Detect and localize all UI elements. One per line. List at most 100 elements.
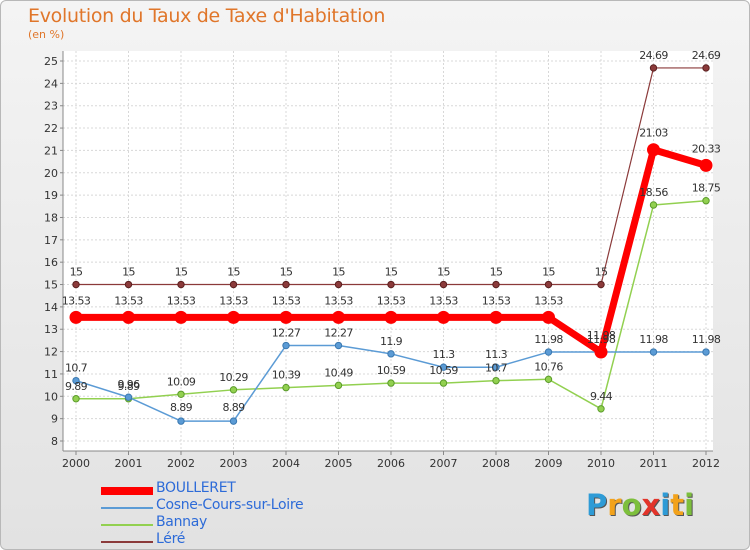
data-point-lere — [492, 280, 500, 289]
data-label-cosne-cours-sur-loire: 11.98 — [587, 333, 616, 346]
data-label-boulleret: 21.03 — [639, 127, 668, 140]
data-label-boulleret: 13.53 — [62, 294, 91, 307]
data-label-lere: 15 — [385, 266, 398, 279]
data-label-bannay: 18.56 — [639, 186, 668, 199]
y-tick-label: 22 — [44, 122, 58, 135]
y-tick-label: 18 — [44, 211, 58, 224]
data-point-bannay — [702, 197, 710, 205]
data-point-cosne-cours-sur-loire — [439, 363, 448, 371]
y-tick-label: 23 — [44, 100, 58, 113]
data-label-lere: 15 — [437, 266, 450, 279]
y-tick-label: 13 — [44, 323, 58, 336]
data-point-bannay — [544, 375, 553, 384]
data-point-cosne-cours-sur-loire — [177, 417, 185, 425]
data-point-bannay — [334, 381, 343, 390]
data-point-bannay — [72, 395, 80, 403]
proxiti-logo: Proxiti — [586, 488, 694, 522]
legend-item: Bannay — [101, 514, 401, 534]
y-tick-label: 19 — [44, 189, 58, 202]
x-tick-label: 2001 — [115, 457, 143, 470]
data-point-lere — [544, 280, 553, 289]
data-point-lere — [439, 280, 448, 289]
x-tick-label: 2002 — [167, 457, 195, 470]
logo-letter: r — [607, 488, 622, 522]
data-label-cosne-cours-sur-loire: 11.98 — [534, 333, 563, 346]
data-point-lere — [72, 280, 80, 289]
data-label-lere: 15 — [175, 266, 188, 279]
x-tick-label: 2010 — [587, 457, 615, 470]
x-tick-label: 2011 — [640, 457, 668, 470]
data-label-lere: 24.69 — [639, 49, 668, 62]
y-tick-label: 25 — [44, 55, 58, 68]
logo-letter: i — [660, 488, 671, 522]
data-label-boulleret: 11.98 — [587, 329, 616, 342]
data-label-boulleret: 13.53 — [534, 294, 563, 307]
legend-swatch — [101, 507, 153, 509]
y-tick-label: 10 — [44, 390, 58, 403]
x-tick-label: 2000 — [62, 457, 90, 470]
logo-letter: t — [670, 488, 685, 522]
y-tick-label: 9 — [51, 413, 58, 426]
x-tick-label: 2004 — [272, 457, 300, 470]
data-label-boulleret: 20.33 — [692, 142, 721, 155]
y-tick-label: 21 — [44, 144, 58, 157]
data-point-boulleret — [174, 310, 188, 324]
data-point-boulleret — [647, 143, 660, 157]
x-tick-label: 2008 — [482, 457, 510, 470]
data-point-boulleret — [122, 310, 135, 324]
data-label-bannay: 10.29 — [219, 371, 248, 384]
data-point-boulleret — [699, 158, 713, 172]
data-label-cosne-cours-sur-loire: 12.27 — [324, 327, 353, 340]
x-tick-label: 2009 — [535, 457, 563, 470]
data-label-cosne-cours-sur-loire: 11.98 — [639, 333, 668, 346]
data-label-bannay: 10.76 — [534, 360, 563, 373]
data-point-boulleret — [384, 310, 398, 324]
data-point-bannay — [439, 379, 448, 387]
data-point-cosne-cours-sur-loire — [492, 363, 500, 371]
x-tick-label: 2007 — [430, 457, 458, 470]
data-label-boulleret: 13.53 — [429, 294, 458, 307]
x-tick-label: 2005 — [325, 457, 353, 470]
data-point-cosne-cours-sur-loire — [334, 341, 343, 350]
y-tick-label: 8 — [51, 435, 58, 448]
data-label-boulleret: 13.53 — [272, 294, 301, 307]
data-point-lere — [702, 64, 710, 72]
data-point-cosne-cours-sur-loire — [387, 350, 395, 358]
chart-subtitle: (en %) — [28, 28, 65, 41]
data-point-lere — [597, 280, 605, 289]
y-tick-label: 17 — [44, 234, 58, 247]
data-label-lere: 15 — [122, 266, 135, 279]
legend-swatch — [101, 487, 153, 495]
data-point-cosne-cours-sur-loire — [702, 348, 710, 356]
data-label-cosne-cours-sur-loire: 11.3 — [432, 348, 455, 361]
data-label-lere: 15 — [332, 266, 345, 279]
y-tick-label: 12 — [44, 346, 58, 359]
data-label-lere: 15 — [227, 266, 240, 279]
data-point-bannay — [492, 376, 500, 385]
data-label-cosne-cours-sur-loire: 12.27 — [272, 327, 301, 340]
logo-letter: P — [586, 488, 608, 522]
data-label-lere: 15 — [490, 266, 503, 279]
data-label-cosne-cours-sur-loire: 9.96 — [117, 378, 140, 391]
legend-item: BOULLERET — [101, 480, 401, 500]
data-label-lere: 15 — [595, 266, 608, 279]
legend-label: BOULLERET — [156, 480, 236, 496]
y-tick-label: 20 — [44, 167, 58, 180]
x-tick-label: 2012 — [692, 457, 720, 470]
y-tick-label: 16 — [44, 256, 58, 269]
legend-label: Léré — [156, 531, 186, 547]
data-point-cosne-cours-sur-loire — [649, 348, 658, 356]
data-label-boulleret: 13.53 — [167, 294, 196, 307]
data-label-bannay: 10.59 — [429, 364, 458, 377]
data-point-bannay — [387, 379, 395, 387]
y-tick-label: 11 — [44, 368, 58, 381]
data-label-bannay: 10.59 — [377, 364, 406, 377]
data-label-lere: 24.69 — [692, 49, 721, 62]
data-label-cosne-cours-sur-loire: 11.3 — [485, 348, 508, 361]
data-point-cosne-cours-sur-loire — [229, 417, 238, 425]
data-label-cosne-cours-sur-loire: 8.89 — [222, 401, 245, 414]
data-label-bannay: 18.75 — [692, 182, 721, 195]
legend-swatch — [101, 541, 153, 543]
data-point-boulleret — [542, 310, 555, 324]
data-point-boulleret — [437, 310, 450, 324]
